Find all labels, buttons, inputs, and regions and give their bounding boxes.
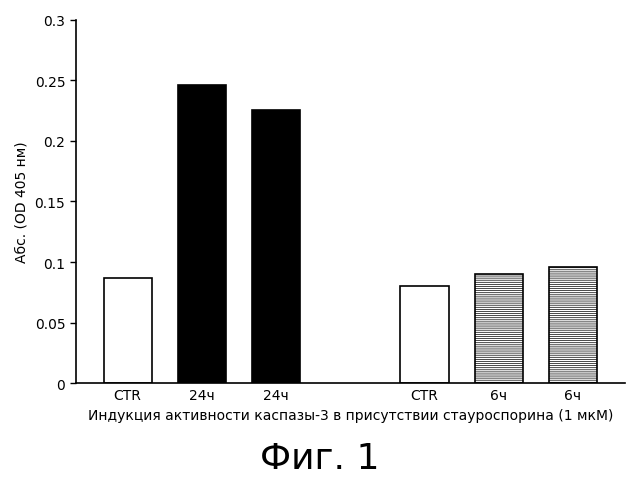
Text: Фиг. 1: Фиг. 1 <box>260 441 380 475</box>
Bar <box>549 267 597 384</box>
Y-axis label: Абс. (OD 405 нм): Абс. (OD 405 нм) <box>15 141 29 263</box>
Bar <box>252 111 300 384</box>
Bar <box>104 278 152 384</box>
X-axis label: Индукция активности каспазы-3 в присутствии стауроспорина (1 мкМ): Индукция активности каспазы-3 в присутст… <box>88 408 613 422</box>
Bar <box>178 86 226 384</box>
Bar <box>475 275 523 384</box>
Bar <box>401 287 449 384</box>
